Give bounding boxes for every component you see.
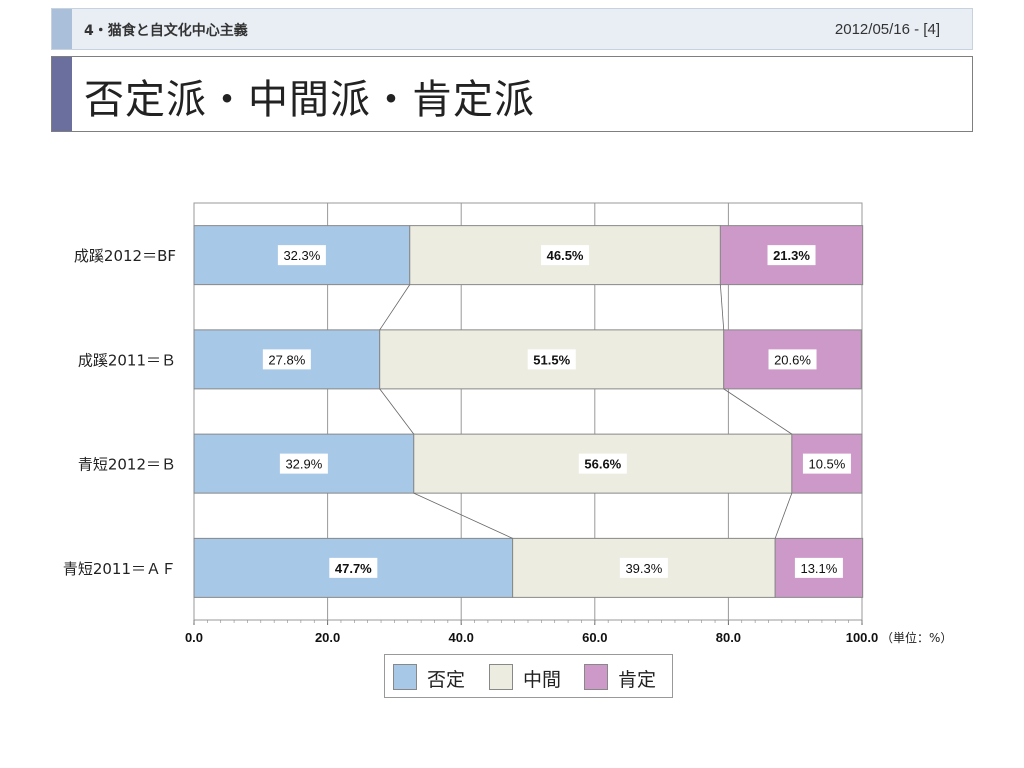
data-label-bg <box>619 557 668 578</box>
data-label-bg <box>279 453 328 474</box>
category-label: 青短2011＝ＡＦ <box>63 560 176 578</box>
data-label-bg <box>277 245 326 266</box>
series-connector-line <box>719 284 725 330</box>
header-accent-block <box>52 9 72 49</box>
category-label: 成蹊2011＝Ｂ <box>78 351 176 369</box>
section-label: 4・猫食と自文化中心主義 <box>84 23 248 39</box>
page-title: 否定派・中間派・肯定派 <box>84 77 535 123</box>
date-label: 2012/05/16 - [4] <box>834 21 940 38</box>
series-connector-line <box>413 492 513 539</box>
legend-label-positive: 肯定 <box>618 669 657 691</box>
data-label: 47.7% <box>335 561 372 576</box>
x-tick-label: 100.0 <box>846 630 879 645</box>
legend-swatch-neutral <box>489 664 513 690</box>
data-label-bg <box>768 349 817 370</box>
x-tick-label: 0.0 <box>185 630 203 645</box>
data-label: 32.3% <box>283 248 320 263</box>
legend-label-negative: 否定 <box>427 669 466 691</box>
data-label-bg <box>767 245 816 266</box>
x-unit-label: （単位：%） <box>881 630 952 645</box>
x-tick-label: 40.0 <box>449 630 474 645</box>
data-label: 32.9% <box>285 457 322 472</box>
data-label-bg <box>578 453 627 474</box>
data-label: 39.3% <box>625 561 662 576</box>
category-label: 青短2012＝Ｂ <box>78 456 176 474</box>
data-label: 51.5% <box>533 352 570 367</box>
data-label: 46.5% <box>547 248 584 263</box>
legend-swatch-positive <box>584 664 608 690</box>
title-box: 否定派・中間派・肯定派 <box>51 56 973 132</box>
legend-swatch-negative <box>393 664 417 690</box>
legend-label-neutral: 中間 <box>523 669 562 691</box>
x-tick-label: 20.0 <box>315 630 340 645</box>
data-label-bg <box>541 245 590 266</box>
data-label-bg <box>262 349 311 370</box>
data-label-bg <box>527 349 576 370</box>
data-label-bg <box>794 557 843 578</box>
data-label: 27.8% <box>268 352 305 367</box>
series-connector-line <box>774 492 793 539</box>
x-tick-label: 80.0 <box>716 630 741 645</box>
data-label: 21.3% <box>773 248 810 263</box>
data-label-bg <box>329 557 378 578</box>
data-label-bg <box>802 453 851 474</box>
data-label: 56.6% <box>584 457 621 472</box>
series-connector-line <box>379 284 411 331</box>
series-connector-line <box>379 388 415 435</box>
title-accent-block <box>52 57 72 131</box>
data-label: 10.5% <box>808 457 845 472</box>
section-header-bar: 4・猫食と自文化中心主義 2012/05/16 - [4] <box>51 8 973 50</box>
stacked-bar-chart: 0.0 20.0 40.0 60.0 80.0 100.0 （単位：%） 32.3% 46.5%… <box>63 202 952 645</box>
chart-legend: 否定 中間 肯定 <box>384 654 673 698</box>
data-label: 20.6% <box>774 352 811 367</box>
series-connector-line <box>723 388 793 435</box>
data-label: 13.1% <box>800 561 837 576</box>
x-tick-label: 60.0 <box>582 630 607 645</box>
category-label: 成蹊2012＝BF <box>74 247 176 265</box>
